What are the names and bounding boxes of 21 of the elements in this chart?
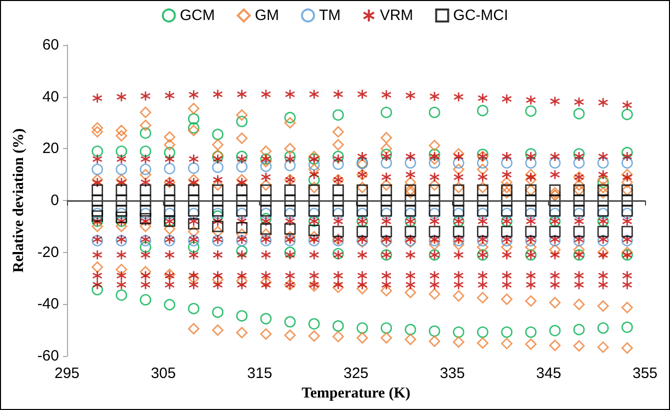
legend-label: GC-MCI bbox=[453, 7, 508, 24]
x-tick-label: 345 bbox=[536, 365, 562, 382]
y-tick-label: -60 bbox=[37, 348, 59, 364]
x-tick-label: 335 bbox=[440, 365, 465, 382]
x-axis-title: Temperature (K) bbox=[302, 386, 410, 402]
x-tick-label: 315 bbox=[247, 365, 272, 382]
y-tick-label: 0 bbox=[50, 192, 59, 209]
y-tick-label: -20 bbox=[37, 244, 59, 261]
x-tick-label: 355 bbox=[632, 365, 658, 382]
legend-label: VRM bbox=[380, 7, 414, 24]
x-tick-label: 305 bbox=[150, 365, 176, 382]
y-tick-label: -40 bbox=[37, 296, 59, 313]
legend-label: GM bbox=[254, 7, 279, 24]
y-tick-label: 20 bbox=[42, 140, 59, 158]
legend-label: TM bbox=[318, 7, 341, 24]
x-tick-label: 325 bbox=[343, 365, 369, 382]
x-tick-label: 295 bbox=[54, 365, 80, 382]
y-tick-label: 40 bbox=[42, 88, 59, 106]
y-tick-label: 60 bbox=[42, 36, 59, 54]
legend-label: GCM bbox=[180, 7, 215, 24]
y-axis-title: Relative deviation (%) bbox=[10, 128, 27, 273]
